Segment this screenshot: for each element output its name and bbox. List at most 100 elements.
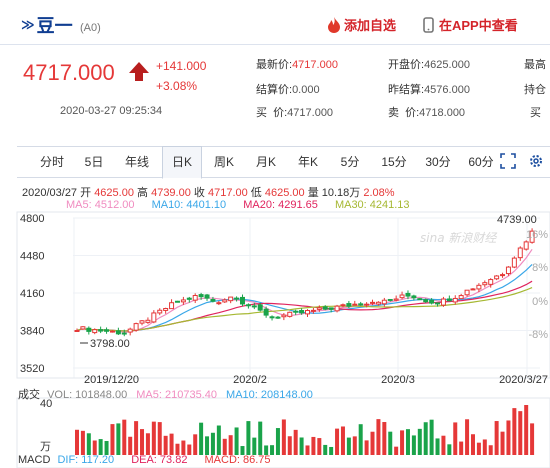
volume-bar bbox=[506, 420, 511, 455]
field-label: 卖 价: bbox=[388, 107, 420, 119]
tab-15min[interactable]: 15分 bbox=[381, 155, 407, 169]
volume-bar bbox=[134, 421, 139, 455]
volume-bar bbox=[388, 431, 393, 455]
volume-bar bbox=[98, 439, 103, 455]
volume-label: 量 bbox=[307, 187, 319, 199]
candle-body bbox=[109, 330, 115, 333]
macd-label: MACD bbox=[18, 454, 51, 466]
candle-body bbox=[429, 299, 435, 304]
candle-body bbox=[358, 303, 364, 306]
candle-body bbox=[346, 303, 352, 307]
volume-bar bbox=[470, 434, 475, 455]
candle-body bbox=[222, 299, 228, 303]
tab-intraday[interactable]: 分时 bbox=[39, 155, 64, 169]
volume-bar bbox=[524, 405, 529, 455]
field-label: 买 价: bbox=[256, 107, 288, 119]
candle-body bbox=[127, 328, 133, 333]
view-in-app-label: 在APP中查看 bbox=[439, 18, 518, 33]
candle-body bbox=[452, 297, 458, 303]
volume-bar bbox=[193, 434, 198, 455]
candle-body bbox=[198, 294, 204, 298]
volume-unit-label: 万 bbox=[40, 441, 51, 453]
field-label: 最新价: bbox=[256, 59, 293, 71]
candle-body bbox=[157, 309, 163, 314]
candle-body bbox=[399, 294, 405, 299]
volume-bar bbox=[210, 432, 215, 455]
candle-body bbox=[115, 330, 121, 335]
volume-bar bbox=[352, 436, 357, 455]
close-value: 4717.00 bbox=[207, 187, 248, 199]
open-interest-field: 持仓 bbox=[524, 84, 546, 96]
watermark: sina 新浪财经 bbox=[420, 231, 498, 245]
volume-bar bbox=[376, 419, 381, 455]
volume-bar bbox=[459, 441, 464, 455]
volume-bar bbox=[423, 422, 428, 455]
candle-body bbox=[216, 302, 222, 305]
volume-value: 10.18万 bbox=[321, 187, 361, 199]
pct-tick-label: 0% bbox=[532, 296, 548, 308]
candle-body bbox=[387, 298, 393, 301]
tab-30min[interactable]: 30分 bbox=[425, 155, 451, 169]
volume-bar bbox=[417, 428, 422, 455]
field-value: 4717.000 bbox=[292, 59, 338, 71]
candle-body bbox=[210, 299, 216, 302]
view-in-app-button[interactable]: 在APP中查看 bbox=[423, 15, 518, 34]
y-tick-label: 4160 bbox=[20, 288, 44, 300]
volume-bar bbox=[157, 422, 162, 455]
volume-bar bbox=[476, 442, 481, 455]
candle-body bbox=[281, 314, 287, 318]
tab-5min[interactable]: 5分 bbox=[340, 155, 360, 169]
candle-body bbox=[174, 300, 180, 303]
macd-info-line: MACD DIF: 117.20 DEA: 73.82 MACD: 86.75 bbox=[18, 454, 271, 466]
candle-body bbox=[245, 304, 251, 307]
field-value: 4717.000 bbox=[287, 107, 334, 119]
volume-bar bbox=[453, 422, 458, 455]
chart-grid bbox=[16, 211, 550, 468]
candle-body bbox=[440, 298, 446, 306]
add-favorite-button[interactable]: 添加自选 bbox=[327, 15, 396, 34]
tab-5day[interactable]: 5日 bbox=[84, 155, 104, 169]
volume-bar bbox=[447, 444, 452, 455]
candle-body bbox=[251, 305, 257, 308]
candle-body bbox=[163, 308, 169, 311]
tab-daily-k[interactable]: 日K bbox=[162, 146, 202, 179]
kline-chart[interactable]: 4800 4480 4160 3840 3520 16% 8% 0% -8% sina 新浪财经 4… bbox=[0, 210, 550, 468]
ma10-legend: MA10: 4401.10 bbox=[151, 199, 227, 211]
candle-body bbox=[364, 303, 370, 306]
volume-info-line: 成交 VOL: 101848.00 MA5: 210735.40 MA10: 2… bbox=[18, 386, 313, 402]
candle-body bbox=[139, 320, 145, 324]
volume-bar bbox=[75, 429, 79, 455]
candle-body bbox=[74, 330, 80, 332]
volume-bar bbox=[299, 437, 304, 455]
volume-bar bbox=[240, 446, 245, 455]
candle-body bbox=[405, 292, 411, 297]
volume-bar bbox=[205, 436, 210, 455]
volume-bar bbox=[329, 446, 334, 455]
candle-body bbox=[299, 310, 305, 314]
candle-body bbox=[494, 275, 500, 280]
tab-year-line[interactable]: 年线 bbox=[124, 155, 149, 169]
candle-body bbox=[423, 299, 429, 303]
volume-bar bbox=[169, 433, 174, 455]
volume-bar bbox=[275, 428, 280, 455]
settings-icon[interactable] bbox=[528, 153, 544, 169]
pct-tick-label: -8% bbox=[528, 329, 548, 341]
high-price-field: 最高 bbox=[524, 59, 546, 71]
tab-weekly-k[interactable]: 周K bbox=[213, 155, 234, 169]
ma30-line bbox=[76, 287, 533, 332]
volume-bar bbox=[199, 422, 204, 455]
tab-monthly-k[interactable]: 月K bbox=[255, 155, 276, 169]
volume-bar bbox=[175, 443, 180, 455]
fullscreen-icon[interactable] bbox=[500, 153, 516, 169]
name-arrow-icon: ≫ bbox=[21, 17, 35, 32]
volume-bars bbox=[75, 405, 535, 455]
tab-yearly-k[interactable]: 年K bbox=[297, 155, 318, 169]
tab-60min[interactable]: 60分 bbox=[468, 155, 494, 169]
field-value: 4625.000 bbox=[424, 59, 470, 71]
candle-body bbox=[529, 230, 535, 243]
volume-bar bbox=[258, 421, 263, 455]
volume-bar bbox=[270, 445, 275, 455]
page-header bbox=[0, 0, 550, 45]
macd-value: MACD: 86.75 bbox=[204, 454, 271, 466]
candle-body bbox=[305, 309, 310, 315]
